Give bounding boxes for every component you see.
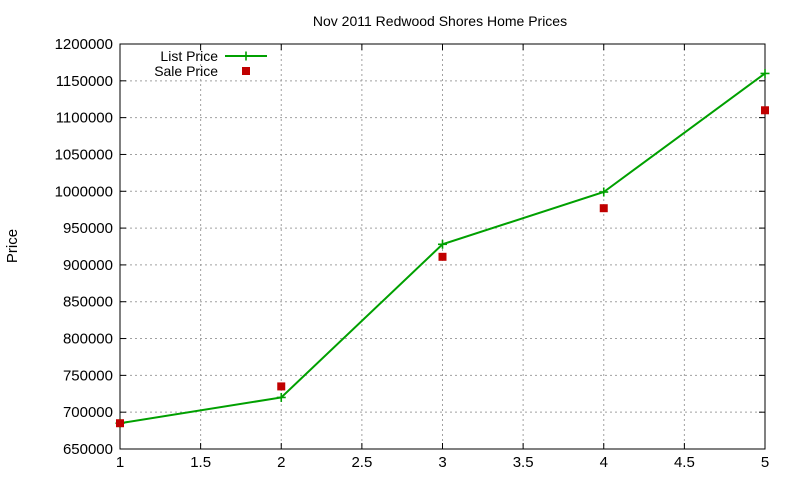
y-tick-label: 950000 xyxy=(63,220,113,237)
legend-label-sale-price: Sale Price xyxy=(154,63,218,79)
y-tick-label: 1050000 xyxy=(55,146,113,163)
y-tick-label: 700000 xyxy=(63,404,113,421)
y-tick-label: 1200000 xyxy=(55,36,113,53)
sale-price-point xyxy=(761,106,769,115)
list-price-point xyxy=(599,187,609,197)
x-tick-label: 3.5 xyxy=(513,454,534,471)
y-axis-label: Price xyxy=(4,229,21,263)
legend-label-list-price: List Price xyxy=(160,48,218,64)
legend-marker-sale-price xyxy=(242,67,250,75)
x-tick-label: 4 xyxy=(600,454,608,471)
list-price-point xyxy=(438,239,447,249)
sale-price-point xyxy=(599,204,608,213)
list-price-point xyxy=(760,68,770,78)
sale-price-point xyxy=(438,252,447,261)
y-tick-label: 900000 xyxy=(63,257,113,274)
y-tick-label: 1150000 xyxy=(56,73,113,90)
x-tick-label: 4.5 xyxy=(674,454,695,471)
chart-title: Nov 2011 Redwood Shores Home Prices xyxy=(313,13,567,29)
x-tick-label: 2 xyxy=(277,454,285,471)
x-tick-label: 2.5 xyxy=(351,454,372,471)
legend-marker-list-price xyxy=(241,51,251,61)
x-tick-label: 3 xyxy=(438,454,446,471)
sale-price-point xyxy=(116,419,124,428)
y-tick-label: 850000 xyxy=(63,294,113,311)
list-price-point xyxy=(276,392,286,402)
x-tick-label: 5 xyxy=(761,454,769,471)
y-tick-label: 650000 xyxy=(63,441,113,458)
sale-price-point xyxy=(277,382,286,391)
y-tick-label: 750000 xyxy=(63,367,113,384)
x-tick-label: 1.5 xyxy=(190,454,211,471)
y-tick-label: 1000000 xyxy=(55,183,113,200)
x-tick-label: 1 xyxy=(116,454,124,471)
y-tick-label: 1100000 xyxy=(56,110,113,127)
y-tick-label: 800000 xyxy=(63,331,113,348)
axis-ticks: 1 1.5 2 2.5 3 3.5 4 4.5 5 650000 700000 750000 80000… xyxy=(55,36,770,471)
series-layer xyxy=(115,68,770,428)
